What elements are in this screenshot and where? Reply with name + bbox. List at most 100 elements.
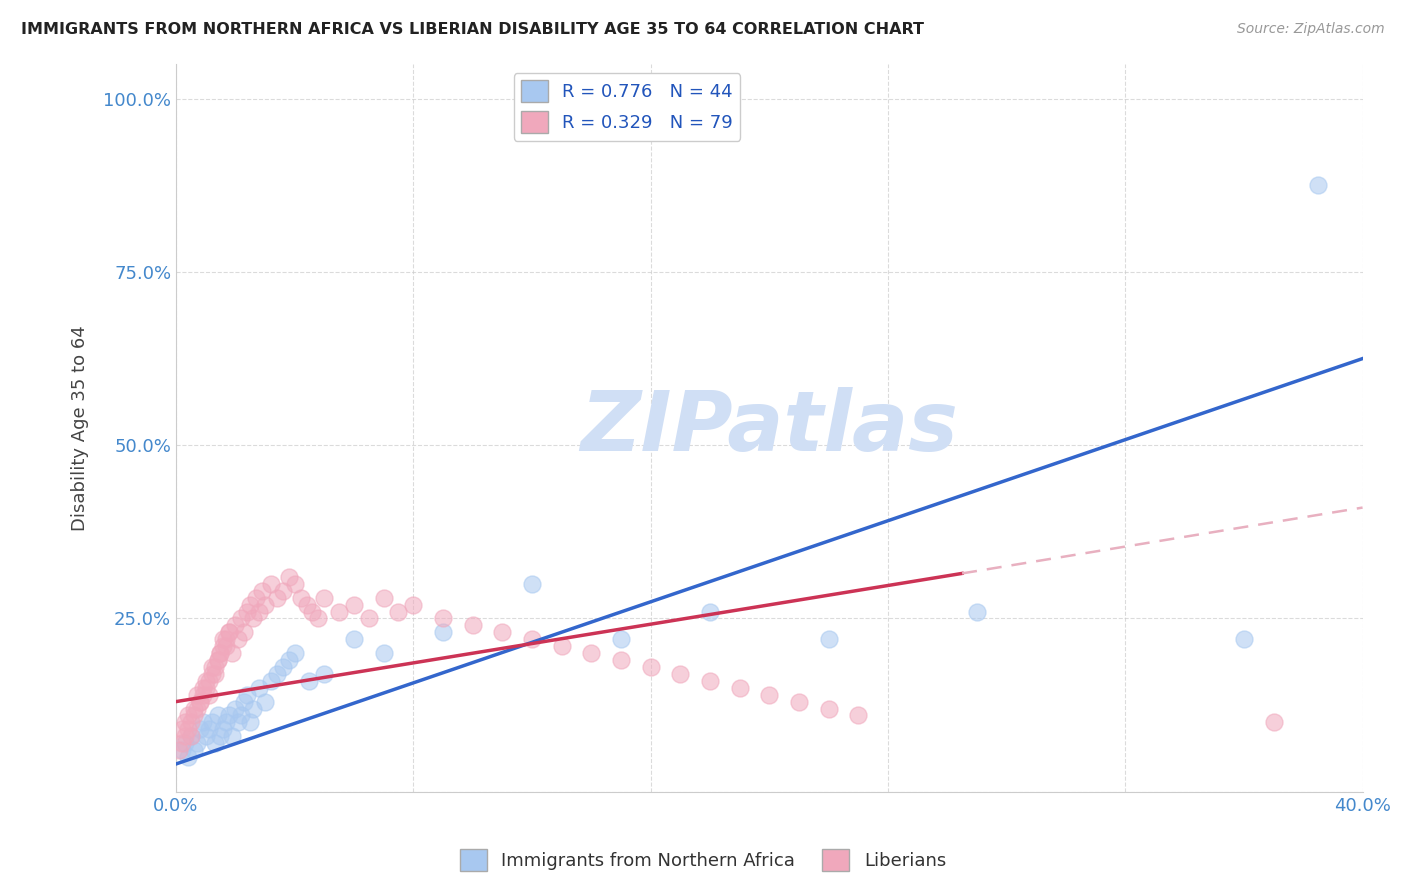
Point	[699, 673, 721, 688]
Point	[177, 750, 200, 764]
Point	[966, 605, 988, 619]
Point	[224, 701, 246, 715]
Point	[226, 715, 249, 730]
Point	[204, 736, 226, 750]
Point	[817, 632, 839, 647]
Point	[215, 639, 238, 653]
Point	[224, 618, 246, 632]
Point	[209, 646, 232, 660]
Point	[373, 646, 395, 660]
Point	[298, 673, 321, 688]
Point	[277, 653, 299, 667]
Point	[640, 660, 662, 674]
Point	[239, 715, 262, 730]
Point	[218, 625, 240, 640]
Point	[242, 701, 264, 715]
Legend: Immigrants from Northern Africa, Liberians: Immigrants from Northern Africa, Liberia…	[453, 842, 953, 879]
Point	[209, 646, 232, 660]
Point	[253, 695, 276, 709]
Text: Source: ZipAtlas.com: Source: ZipAtlas.com	[1237, 22, 1385, 37]
Point	[550, 639, 572, 653]
Point	[194, 681, 217, 695]
Point	[245, 591, 267, 605]
Point	[260, 576, 283, 591]
Point	[284, 646, 307, 660]
Point	[207, 653, 229, 667]
Point	[174, 736, 197, 750]
Point	[207, 653, 229, 667]
Point	[328, 605, 350, 619]
Point	[180, 729, 202, 743]
Point	[183, 743, 205, 757]
Point	[373, 591, 395, 605]
Point	[197, 723, 219, 737]
Point	[491, 625, 513, 640]
Point	[284, 576, 307, 591]
Text: ZIPatlas: ZIPatlas	[581, 387, 959, 468]
Legend: R = 0.776   N = 44, R = 0.329   N = 79: R = 0.776 N = 44, R = 0.329 N = 79	[513, 73, 740, 141]
Point	[357, 611, 380, 625]
Point	[212, 639, 235, 653]
Point	[231, 611, 253, 625]
Point	[266, 666, 288, 681]
Point	[221, 729, 243, 743]
Point	[197, 688, 219, 702]
Point	[247, 605, 270, 619]
Point	[610, 632, 633, 647]
Point	[432, 611, 454, 625]
Point	[170, 736, 193, 750]
Point	[212, 723, 235, 737]
Point	[846, 708, 869, 723]
Point	[209, 729, 232, 743]
Point	[271, 583, 294, 598]
Point	[170, 743, 193, 757]
Point	[194, 729, 217, 743]
Point	[1233, 632, 1256, 647]
Point	[221, 646, 243, 660]
Point	[266, 591, 288, 605]
Point	[728, 681, 751, 695]
Point	[290, 591, 312, 605]
Point	[236, 688, 259, 702]
Point	[204, 666, 226, 681]
Point	[271, 660, 294, 674]
Point	[343, 632, 366, 647]
Point	[520, 632, 543, 647]
Y-axis label: Disability Age 35 to 64: Disability Age 35 to 64	[72, 325, 89, 531]
Point	[191, 681, 214, 695]
Point	[197, 673, 219, 688]
Point	[200, 715, 222, 730]
Point	[200, 660, 222, 674]
Point	[183, 708, 205, 723]
Point	[343, 598, 366, 612]
Point	[174, 729, 197, 743]
Point	[250, 583, 273, 598]
Point	[669, 666, 692, 681]
Point	[253, 598, 276, 612]
Point	[191, 715, 214, 730]
Point	[218, 708, 240, 723]
Point	[239, 598, 262, 612]
Point	[233, 695, 256, 709]
Point	[314, 591, 336, 605]
Point	[247, 681, 270, 695]
Point	[758, 688, 780, 702]
Point	[186, 736, 208, 750]
Point	[295, 598, 318, 612]
Point	[200, 666, 222, 681]
Point	[212, 632, 235, 647]
Point	[610, 653, 633, 667]
Point	[177, 723, 200, 737]
Point	[188, 695, 211, 709]
Point	[177, 708, 200, 723]
Point	[226, 632, 249, 647]
Point	[218, 625, 240, 640]
Point	[787, 695, 810, 709]
Point	[581, 646, 603, 660]
Point	[817, 701, 839, 715]
Point	[520, 576, 543, 591]
Point	[167, 743, 190, 757]
Point	[242, 611, 264, 625]
Point	[277, 570, 299, 584]
Point	[231, 708, 253, 723]
